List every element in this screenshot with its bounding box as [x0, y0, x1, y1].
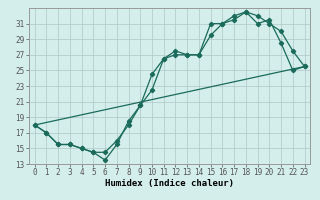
- X-axis label: Humidex (Indice chaleur): Humidex (Indice chaleur): [105, 179, 234, 188]
